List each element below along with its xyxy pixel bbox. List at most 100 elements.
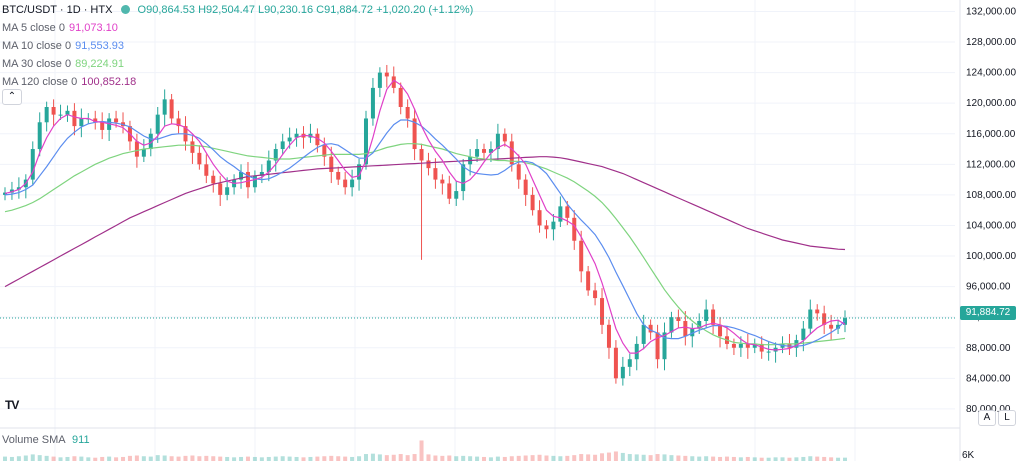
volume-bar [843,457,847,461]
ma-legend-3[interactable]: MA 120 close 0 100,852.18 [2,76,136,88]
volume-legend[interactable]: Volume SMA 911 [2,434,90,446]
volume-bar [148,456,153,461]
y-tick-label: 108,000.00 [966,190,1016,201]
volume-bar [697,456,702,461]
candle-body [148,133,153,150]
candle-body [134,141,139,157]
volume-bar [690,456,695,461]
candle-body [586,271,591,291]
candle-body [218,183,223,195]
candle-body [551,221,556,230]
volume-bar [322,456,327,461]
tradingview-logo[interactable]: TV [5,398,19,412]
volume-bar [495,456,500,461]
candle-body [530,194,535,211]
volume-bar [606,452,611,461]
symbol-header: BTC/USDT · 1D · HTX O90,864.53 H92,504.4… [2,4,473,16]
volume-bar [579,454,584,461]
volume-bar [273,456,278,461]
volume-bar [822,456,827,461]
volume-bar [468,456,473,461]
volume-bar [9,456,14,461]
candle-body [350,179,355,188]
candle-body [245,171,250,188]
volume-bar [350,456,355,461]
ma-legend-0[interactable]: MA 5 close 0 91,073.10 [2,22,118,34]
y-tick-label: 124,000.00 [966,68,1016,79]
volume-bar [829,457,834,461]
volume-bar [134,455,139,461]
volume-bar [724,456,729,461]
ma-legend-2[interactable]: MA 30 close 0 89,224.91 [2,58,124,70]
candle-body [836,324,841,329]
candle-body [273,149,278,161]
volume-bar [377,454,382,461]
ma-legend-value: 91,553.93 [75,40,125,52]
candle-body [79,118,84,127]
volume-bar [301,457,306,461]
ohlc-readout: O90,864.53 H92,504.47 L90,230.16 C91,884… [137,4,474,16]
candle-body [16,187,21,190]
candle-body [544,225,549,230]
candle-body [259,171,264,176]
volume-bar [51,456,56,461]
volume-bar [537,454,542,461]
volume-bar [30,454,35,461]
ma5-line [4,79,846,354]
candle-body [606,324,611,348]
market-status-icon [121,5,131,14]
candle-body [509,141,514,165]
candle-body [398,87,403,107]
candle-body [461,164,466,192]
volume-bar [433,455,438,461]
volume-bar [79,456,84,461]
y-tick-label: 104,000.00 [966,220,1016,231]
volume-bar [738,457,743,461]
volume-bar [232,457,237,461]
candle-body [391,76,396,88]
candle-body [572,217,577,241]
volume-bar [683,455,688,461]
volume-bar [370,453,375,461]
auto-scale-button[interactable]: A [978,410,996,426]
symbol-label[interactable]: BTC/USDT · 1D · HTX [2,4,113,16]
chevron-up-icon[interactable]: ⌃ [2,89,22,105]
candle-body [405,107,410,119]
volume-bar [176,456,181,461]
y-tick-label: 96,000.00 [966,282,1011,293]
volume-value: 911 [72,434,90,446]
candle-body [829,324,834,329]
volume-bar [107,456,112,461]
candle-body [593,290,598,299]
candle-body [697,321,702,329]
candle-body [537,210,542,226]
candle-body [662,332,667,360]
ma-legend-value: 91,073.10 [68,22,118,34]
ma10-line [4,119,846,347]
volume-bar [572,455,577,461]
candle-body [3,192,7,195]
log-scale-button[interactable]: L [998,410,1016,426]
volume-bar [447,455,452,461]
candle-body [225,187,230,195]
volume-bar [72,456,77,461]
volume-bar [114,457,119,461]
ma-legend-1[interactable]: MA 10 close 0 91,553.93 [2,40,124,52]
volume-bar [544,455,549,461]
volume-bar [405,455,410,461]
candle-body [370,87,375,119]
volume-bar [384,455,389,461]
volume-bar [58,457,63,461]
candle-body [447,183,452,199]
volume-bar [669,455,674,461]
volume-bar [808,456,813,461]
candle-body [704,309,709,321]
volume-bar [766,457,771,461]
volume-bar [239,456,244,461]
candle-body [690,328,695,337]
candle-body [655,332,660,360]
candle-body [475,149,480,157]
volume-bar [412,454,417,461]
volume-bar [551,455,556,461]
